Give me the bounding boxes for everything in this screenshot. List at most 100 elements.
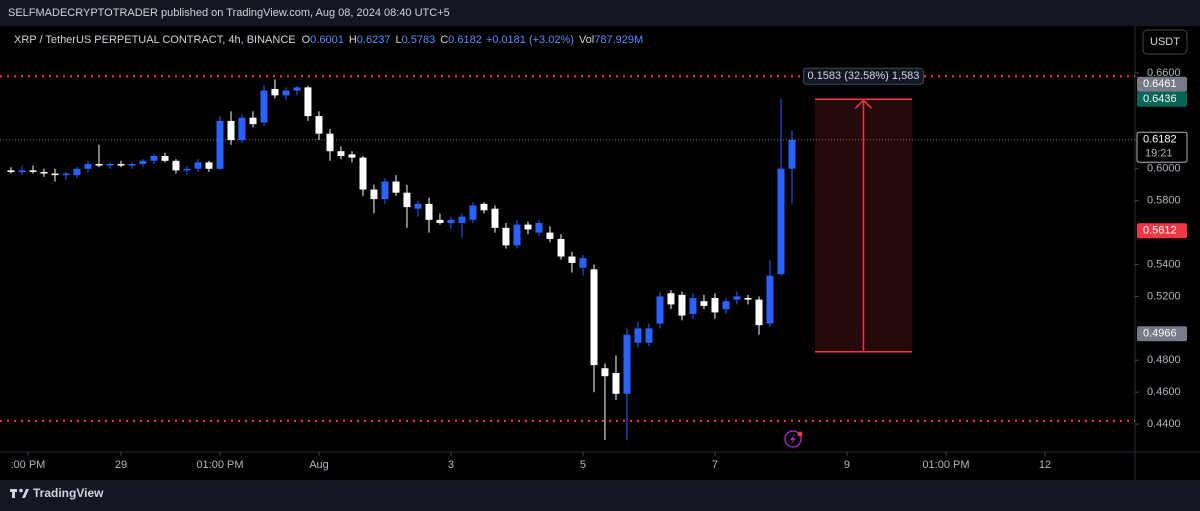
candle-body xyxy=(403,192,411,208)
candle-body xyxy=(436,219,444,224)
candle-body xyxy=(106,163,114,166)
candle-body xyxy=(150,156,158,161)
logo xyxy=(10,488,29,498)
footer-bar xyxy=(0,480,1200,511)
candle-body xyxy=(359,157,367,190)
candle-body xyxy=(788,139,796,169)
candle-body xyxy=(172,160,180,171)
footer-brand: TradingView xyxy=(33,486,104,500)
candle-body xyxy=(678,294,686,316)
legend-volume-key: Vol xyxy=(579,34,594,46)
y-tick-label: 0.5400 xyxy=(1147,258,1181,270)
candle-body xyxy=(62,173,70,176)
legend-title: XRP / TetherUS PERPETUAL CONTRACT, 4h, B… xyxy=(14,34,296,46)
legend-value: 0.6182 xyxy=(448,34,482,46)
x-tick-label: 3 xyxy=(448,459,454,471)
currency[interactable]: USDT xyxy=(1150,36,1180,48)
x-tick-label: 29 xyxy=(115,459,127,471)
legend-key: H xyxy=(349,34,357,46)
candle-body xyxy=(194,162,202,169)
candle-body xyxy=(612,373,620,394)
candle-body xyxy=(722,301,730,310)
candle-body xyxy=(546,232,554,239)
candle-body xyxy=(238,117,246,141)
candle-body xyxy=(425,203,433,220)
price-label: 0.5612 xyxy=(1143,225,1177,237)
candle-body xyxy=(260,90,268,123)
candle-body xyxy=(18,170,26,172)
x-tick-label: 12 xyxy=(1039,459,1051,471)
legend-change: +0.0181 (+3.02%) xyxy=(486,34,574,46)
x-tick-label: 9 xyxy=(844,459,850,471)
candle-body xyxy=(700,301,708,307)
candle-body xyxy=(568,256,576,263)
currency-button[interactable] xyxy=(1142,29,1188,55)
candle-body xyxy=(84,163,92,169)
legend-volume: 787.929M xyxy=(594,34,643,46)
candle-body xyxy=(755,299,763,326)
candle-body xyxy=(315,116,323,134)
candle-body xyxy=(128,163,136,166)
y-tick-label: 0.5800 xyxy=(1147,195,1181,207)
price-label: 0.6436 xyxy=(1143,93,1177,105)
y-tick-label: 0.4400 xyxy=(1147,418,1181,430)
candle-body xyxy=(656,296,664,324)
candle-body xyxy=(249,117,257,125)
candle-body xyxy=(282,90,290,96)
legend-value: 0.6237 xyxy=(357,34,391,46)
candle-body xyxy=(73,168,81,176)
price-label: 0.4966 xyxy=(1143,328,1177,340)
legend-key: O xyxy=(302,34,311,46)
candle-body xyxy=(524,224,532,230)
candle-body xyxy=(40,171,48,174)
candle-body xyxy=(7,170,15,172)
candle-body xyxy=(227,120,235,141)
legend-key: C xyxy=(440,34,448,46)
candle-body xyxy=(51,173,59,176)
price-label: 0.6182 xyxy=(1143,134,1177,146)
candle-body xyxy=(139,160,147,164)
candle-body xyxy=(557,238,565,257)
candle-body xyxy=(601,368,609,377)
candle-body xyxy=(216,120,224,169)
candle-body xyxy=(469,205,477,220)
x-tick-label: 7 xyxy=(712,459,718,471)
candle-body xyxy=(513,224,521,246)
candle-body xyxy=(304,87,312,117)
candle-body xyxy=(447,219,455,224)
candle-body xyxy=(777,168,785,275)
price-label-box xyxy=(1136,131,1188,163)
price-label-box xyxy=(1137,223,1187,239)
legend: XRP / TetherUS PERPETUAL CONTRACT, 4h, B… xyxy=(14,34,643,46)
candle-body xyxy=(667,293,675,305)
y-tick-label: 0.5200 xyxy=(1147,290,1181,302)
x-tick-label: 01:00 PM xyxy=(196,459,243,471)
candle-body xyxy=(733,296,741,300)
candle-body xyxy=(491,208,499,228)
candle-body xyxy=(392,181,400,193)
measure-label-box xyxy=(802,67,924,85)
alert-icon xyxy=(784,430,803,448)
publisher: SELFMADECRYPTOTRADER published on Tradin… xyxy=(8,7,450,19)
price-label: 0.6461 xyxy=(1143,78,1177,90)
measure-arrowhead xyxy=(854,99,873,109)
candle-body xyxy=(480,203,488,211)
candle-body xyxy=(326,133,334,152)
candle-body xyxy=(766,275,774,324)
price-label-box xyxy=(1137,326,1187,342)
candle-body xyxy=(271,88,279,96)
price-countdown: 19:21 xyxy=(1145,148,1173,160)
candle-body xyxy=(293,87,301,91)
legend-value: 0.5783 xyxy=(402,34,436,46)
candle-body xyxy=(381,181,389,200)
candle-body xyxy=(579,258,587,268)
legend-value: 0.6001 xyxy=(310,34,344,46)
y-tick-label: 0.4600 xyxy=(1147,386,1181,398)
candle-body xyxy=(744,298,752,300)
candle-body xyxy=(590,269,598,366)
x-tick-label: 01:00 PM xyxy=(922,459,969,471)
candle-body xyxy=(370,189,378,200)
candle-body xyxy=(348,154,356,158)
measure-label: 0.1583 (32.58%) 1,583 xyxy=(808,70,920,82)
